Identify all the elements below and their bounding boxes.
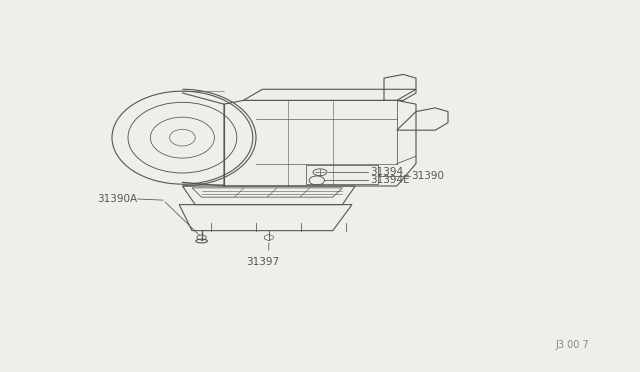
Text: 31390: 31390: [412, 171, 445, 180]
Text: 31394: 31394: [370, 167, 403, 177]
Text: 31397: 31397: [246, 257, 279, 267]
Text: 31390A: 31390A: [97, 194, 138, 204]
Text: 31394E: 31394E: [370, 175, 410, 185]
Text: J3 00 7: J3 00 7: [555, 340, 589, 350]
